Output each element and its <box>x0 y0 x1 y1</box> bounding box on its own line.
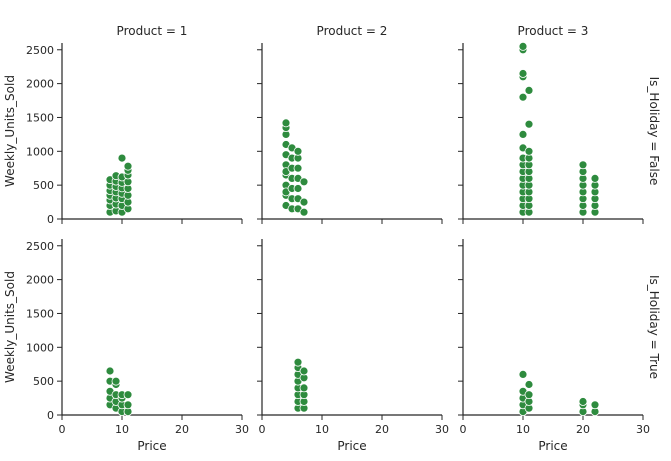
scatter-point <box>111 376 121 386</box>
facet-panel: Product = 3 Is_Holiday = False <box>458 24 661 224</box>
scatter-point <box>293 184 303 193</box>
scatter-point <box>524 119 534 129</box>
x-axis-label: Price <box>538 439 567 453</box>
y-tick-label: 2500 <box>26 44 54 57</box>
scatter-point <box>123 161 133 171</box>
scatter-point <box>299 383 309 393</box>
x-tick-label: 10 <box>516 423 530 436</box>
facet-panel: 0 10 20 30 Price Is_Holiday = True <box>458 239 661 453</box>
x-tick-label: 20 <box>375 423 389 436</box>
scatter-point <box>105 366 115 376</box>
facet-panel: 0 500 1000 1500 2000 2500 0 10 20 30 Price Weekly_U… <box>3 239 249 453</box>
x-tick-label: 10 <box>115 423 129 436</box>
x-tick-label: 30 <box>435 423 449 436</box>
x-tick-label: 30 <box>636 423 650 436</box>
scatter-point <box>299 197 309 207</box>
y-tick-label: 500 <box>33 375 54 388</box>
scatter-series <box>105 366 133 417</box>
x-axis-label: Price <box>337 439 366 453</box>
x-tick-label: 20 <box>576 423 590 436</box>
y-axis-label: Weekly_Units_Sold <box>3 75 17 187</box>
y-tick-label: 2500 <box>26 240 54 253</box>
y-tick-label: 0 <box>47 409 54 422</box>
scatter-point <box>524 86 534 95</box>
facet-column-title: Product = 2 <box>317 24 388 38</box>
scatter-series <box>518 369 600 417</box>
scatter-series <box>518 42 600 217</box>
facet-column-title: Product = 3 <box>518 24 589 38</box>
scatter-point <box>524 146 534 156</box>
scatter-point <box>293 163 303 173</box>
y-tick-label: 2000 <box>26 78 54 91</box>
x-tick-label: 0 <box>59 423 66 436</box>
x-tick-label: 0 <box>460 423 467 436</box>
y-tick-label: 1500 <box>26 111 54 124</box>
y-tick-label: 1000 <box>26 341 54 354</box>
scatter-point <box>524 390 534 400</box>
scatter-point <box>518 69 528 78</box>
x-axis-label: Price <box>137 439 166 453</box>
scatter-point <box>123 400 133 410</box>
facet-row-title: Is_Holiday = False <box>647 77 661 186</box>
x-tick-label: 10 <box>315 423 329 436</box>
x-tick-label: 0 <box>259 423 266 436</box>
facet-panel: Product = 2 <box>257 24 443 224</box>
scatter-point <box>117 153 127 163</box>
y-axis-label: Weekly_Units_Sold <box>3 271 17 383</box>
scatter-series <box>105 153 133 217</box>
facet-panel: 0 10 20 30 Price <box>257 239 449 453</box>
scatter-point <box>518 92 528 102</box>
scatter-series <box>293 357 309 413</box>
scatter-point <box>293 146 303 156</box>
scatter-point <box>590 173 600 183</box>
scatter-point <box>524 380 534 389</box>
x-tick-label: 30 <box>235 423 249 436</box>
x-tick-label: 20 <box>175 423 189 436</box>
scatter-series <box>281 118 309 217</box>
y-tick-label: 500 <box>33 179 54 192</box>
facet-row-title: Is_Holiday = True <box>647 275 661 379</box>
scatter-point <box>590 400 600 410</box>
scatter-point <box>299 366 309 376</box>
scatter-point <box>281 118 291 128</box>
scatter-point <box>299 207 309 217</box>
scatter-point <box>578 397 588 406</box>
y-tick-label: 0 <box>47 213 54 226</box>
facet-column-title: Product = 1 <box>117 24 188 38</box>
y-tick-label: 1500 <box>26 307 54 320</box>
y-tick-label: 1000 <box>26 145 54 158</box>
scatter-point <box>578 160 588 170</box>
scatter-point <box>293 357 303 367</box>
scatter-point <box>299 177 309 187</box>
scatter-point <box>123 390 133 400</box>
y-tick-label: 2000 <box>26 274 54 287</box>
scatter-point <box>518 42 528 51</box>
scatter-point <box>518 129 528 139</box>
scatter-point <box>518 369 528 379</box>
facet-panel: 0 500 1000 1500 2000 2500 Weekly_Units_Sold Pro… <box>3 24 243 226</box>
